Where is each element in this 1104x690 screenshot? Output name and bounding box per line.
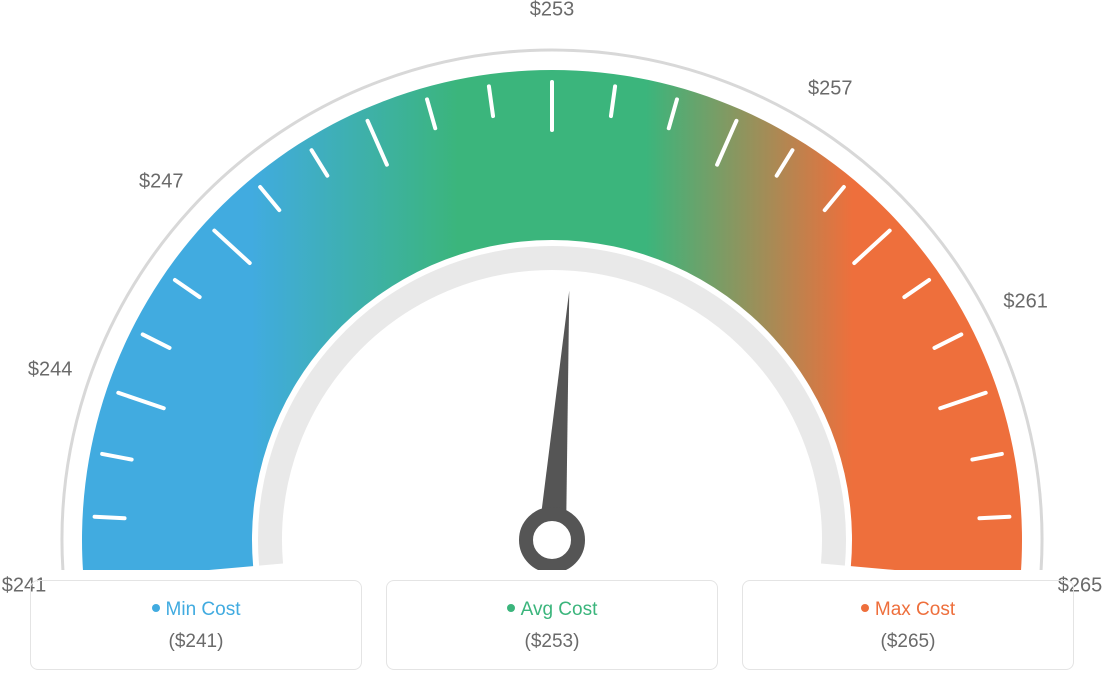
legend-card-min: Min Cost ($241) [30, 580, 362, 670]
legend-title-avg-text: Avg Cost [521, 599, 598, 620]
gauge-tick-label: $244 [28, 358, 73, 381]
legend-title-avg: Avg Cost [397, 599, 707, 621]
legend-value-min: ($241) [41, 631, 351, 653]
legend-dot-max [861, 604, 869, 612]
legend-row: Min Cost ($241) Avg Cost ($253) Max Cost… [30, 580, 1074, 670]
legend-dot-avg [507, 604, 515, 612]
legend-title-min: Min Cost [41, 599, 351, 621]
legend-value-max: ($265) [753, 631, 1063, 653]
legend-title-max-text: Max Cost [875, 599, 955, 620]
gauge-tick-label: $257 [808, 77, 853, 100]
gauge-tick-label: $247 [139, 170, 184, 193]
legend-dot-min [152, 604, 160, 612]
legend-title-min-text: Min Cost [166, 599, 241, 620]
gauge-svg [0, 10, 1104, 570]
gauge-chart: $241$244$247$253$257$261$265 [0, 0, 1104, 560]
legend-value-avg: ($253) [397, 631, 707, 653]
legend-title-max: Max Cost [753, 599, 1063, 621]
legend-card-avg: Avg Cost ($253) [386, 580, 718, 670]
gauge-tick-label: $261 [1003, 291, 1048, 314]
gauge-tick-label: $253 [530, 0, 575, 22]
legend-card-max: Max Cost ($265) [742, 580, 1074, 670]
